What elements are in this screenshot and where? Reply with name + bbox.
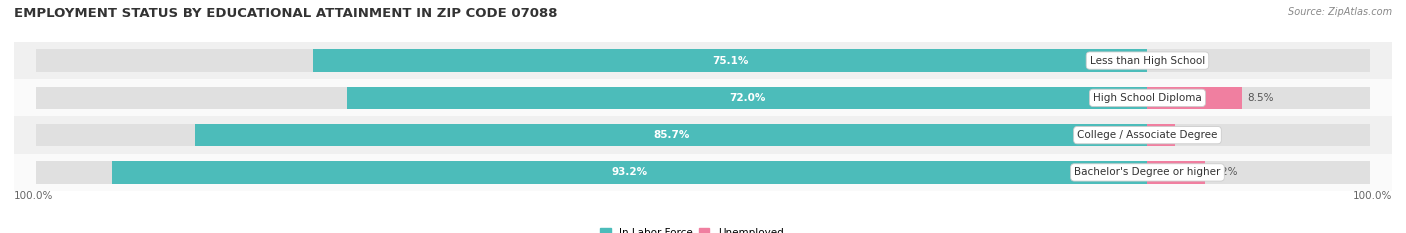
Bar — [14, 79, 1392, 116]
Bar — [1147, 124, 1175, 146]
Text: Bachelor's Degree or higher: Bachelor's Degree or higher — [1074, 168, 1220, 177]
Text: 85.7%: 85.7% — [654, 130, 689, 140]
Text: 100.0%: 100.0% — [14, 191, 53, 201]
Text: Source: ZipAtlas.com: Source: ZipAtlas.com — [1288, 7, 1392, 17]
Bar — [14, 154, 1392, 191]
Bar — [37, 49, 1147, 72]
Bar — [1147, 161, 1369, 184]
Text: College / Associate Degree: College / Associate Degree — [1077, 130, 1218, 140]
Bar — [1147, 87, 1369, 109]
Bar — [1147, 87, 1241, 109]
Bar — [1147, 124, 1369, 146]
Text: 0.0%: 0.0% — [1153, 56, 1180, 65]
Bar — [347, 87, 1147, 109]
Text: 5.2%: 5.2% — [1211, 168, 1237, 177]
Bar — [14, 42, 1392, 79]
Text: 8.5%: 8.5% — [1247, 93, 1274, 103]
Text: 75.1%: 75.1% — [711, 56, 748, 65]
Bar — [1147, 161, 1205, 184]
Bar — [195, 124, 1147, 146]
Bar — [37, 161, 1147, 184]
Text: 100.0%: 100.0% — [1353, 191, 1392, 201]
Text: Less than High School: Less than High School — [1090, 56, 1205, 65]
Bar — [112, 161, 1147, 184]
Text: EMPLOYMENT STATUS BY EDUCATIONAL ATTAINMENT IN ZIP CODE 07088: EMPLOYMENT STATUS BY EDUCATIONAL ATTAINM… — [14, 7, 558, 20]
Text: 93.2%: 93.2% — [612, 168, 648, 177]
Bar — [14, 116, 1392, 154]
Text: 2.5%: 2.5% — [1181, 130, 1208, 140]
Bar — [37, 124, 1147, 146]
Text: High School Diploma: High School Diploma — [1092, 93, 1202, 103]
Bar — [314, 49, 1147, 72]
Legend: In Labor Force, Unemployed: In Labor Force, Unemployed — [600, 228, 783, 233]
Bar — [1147, 49, 1369, 72]
Text: 72.0%: 72.0% — [730, 93, 766, 103]
Bar — [37, 87, 1147, 109]
